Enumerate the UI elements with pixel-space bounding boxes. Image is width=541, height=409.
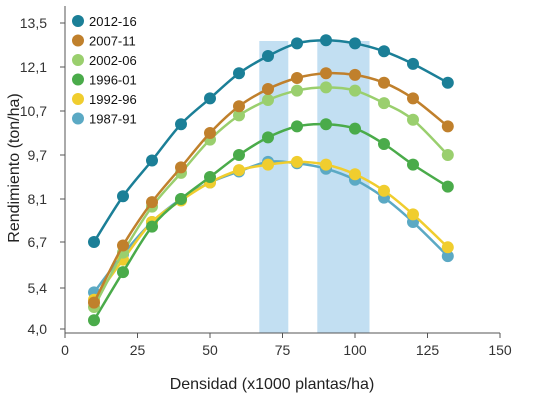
y-tick-label: 6,7 <box>28 234 48 250</box>
data-point <box>233 100 245 113</box>
data-point <box>262 131 274 144</box>
y-tick-label: 12,1 <box>20 59 47 75</box>
data-point <box>233 149 245 161</box>
data-point <box>262 83 274 95</box>
data-point <box>291 37 303 50</box>
x-tick-label: 100 <box>343 342 367 358</box>
series-2012-16 <box>88 34 454 248</box>
x-tick-label: 0 <box>61 342 69 358</box>
data-point <box>88 314 100 327</box>
data-point <box>291 72 303 84</box>
series-1996-01 <box>88 118 454 327</box>
data-point <box>349 168 361 181</box>
data-point <box>175 193 187 205</box>
y-tick-label: 4,0 <box>28 321 48 337</box>
data-point <box>204 127 216 139</box>
data-point <box>88 236 100 248</box>
data-point <box>378 97 390 110</box>
data-point <box>407 92 419 105</box>
data-point <box>349 68 361 81</box>
legend-marker <box>72 34 84 47</box>
data-point <box>349 122 361 135</box>
legend-label: 2007-11 <box>89 34 136 49</box>
data-point <box>441 241 454 254</box>
data-point <box>378 184 390 197</box>
data-point <box>117 190 129 203</box>
data-point <box>349 37 361 50</box>
legend-label: 2002-06 <box>89 53 137 68</box>
data-point <box>233 109 245 122</box>
y-tick-label: 9,7 <box>28 147 48 163</box>
data-point <box>262 50 274 62</box>
legend-label: 2012-16 <box>89 14 137 29</box>
x-tick-label: 75 <box>275 342 291 358</box>
data-point <box>291 84 303 97</box>
data-point <box>233 164 245 177</box>
y-tick-label: 10,7 <box>20 103 47 119</box>
axis-ticks: 0 25 50 75 100 125 150 4,0 5,4 6,7 8,1 9,7 10,7 12,1 1… <box>20 15 512 358</box>
data-point <box>262 158 274 171</box>
data-point <box>349 84 361 97</box>
data-point <box>441 120 454 133</box>
data-point <box>291 155 303 168</box>
data-point <box>441 250 454 263</box>
data-point <box>175 118 187 131</box>
data-point <box>117 239 129 252</box>
data-point <box>146 220 158 233</box>
series-group <box>88 34 454 327</box>
highlight-band-1 <box>259 41 289 333</box>
data-point <box>378 45 390 58</box>
data-point <box>262 94 274 106</box>
data-point <box>441 180 454 193</box>
series-2007-11 <box>88 67 454 309</box>
data-point <box>291 120 303 133</box>
data-point <box>146 196 158 209</box>
legend-label: 1987-91 <box>89 112 137 127</box>
y-axis-label: Rendimiento (ton/ha) <box>6 93 23 242</box>
x-tick-label: 125 <box>416 342 440 358</box>
data-point <box>407 113 419 126</box>
data-point <box>407 208 419 221</box>
data-point <box>378 76 390 89</box>
legend-label: 1996-01 <box>89 73 137 88</box>
legend-marker <box>72 93 84 105</box>
data-point <box>441 149 454 161</box>
data-point <box>233 67 245 80</box>
data-point <box>320 118 332 131</box>
data-point <box>117 266 129 279</box>
data-point <box>146 154 158 167</box>
data-point <box>320 158 332 171</box>
data-point <box>320 67 332 80</box>
x-tick-label: 25 <box>130 342 146 358</box>
y-tick-label: 8,1 <box>28 191 48 207</box>
data-point <box>407 57 419 70</box>
data-point <box>378 138 390 150</box>
data-point <box>88 296 100 309</box>
legend-marker <box>72 15 84 27</box>
legend: 2012-16 2007-11 2002-06 1996-01 1992-96 1987-… <box>72 14 137 127</box>
legend-marker <box>72 54 84 66</box>
x-tick-label: 50 <box>202 342 218 358</box>
data-point <box>175 161 187 174</box>
data-point <box>407 158 419 171</box>
data-point <box>320 81 332 94</box>
legend-marker <box>72 112 84 125</box>
legend-marker <box>72 73 84 86</box>
legend-label: 1992-96 <box>89 92 137 107</box>
data-point <box>320 34 332 47</box>
x-tick-label: 150 <box>488 342 512 358</box>
data-point <box>204 92 216 105</box>
y-tick-label: 13,5 <box>20 15 47 31</box>
data-point <box>441 76 454 89</box>
data-point <box>204 171 216 183</box>
y-tick-label: 5,4 <box>28 280 48 296</box>
x-axis-label: Densidad (x1000 plantas/ha) <box>170 376 375 393</box>
